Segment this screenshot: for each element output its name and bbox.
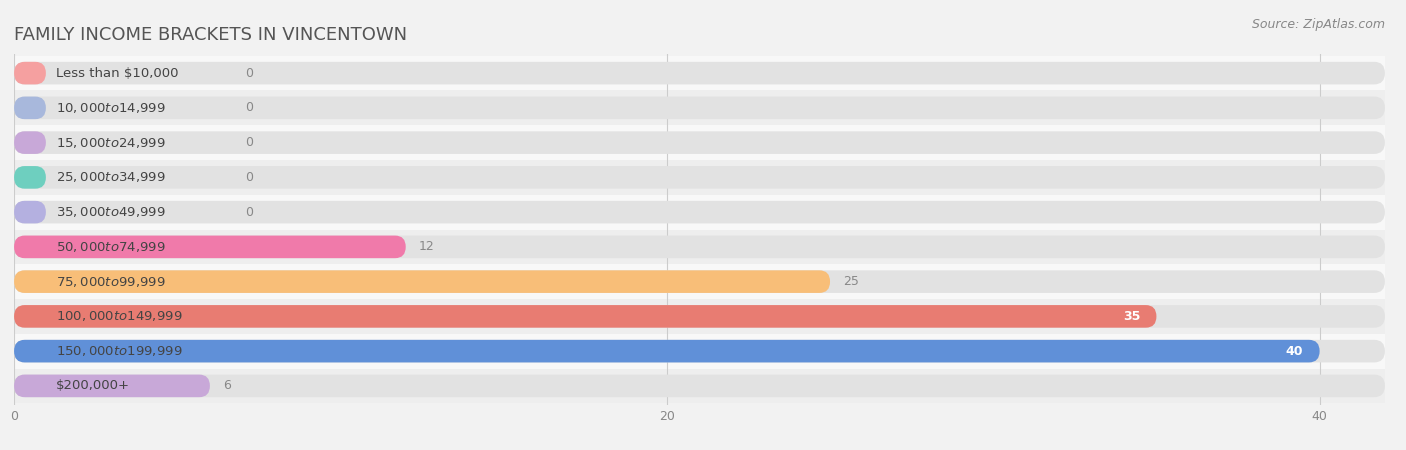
Text: 0: 0 — [245, 206, 253, 219]
FancyBboxPatch shape — [14, 131, 1385, 154]
Text: 12: 12 — [419, 240, 434, 253]
Bar — [14, 90, 1385, 125]
Text: $15,000 to $24,999: $15,000 to $24,999 — [56, 135, 166, 149]
FancyBboxPatch shape — [14, 270, 1385, 293]
Text: FAMILY INCOME BRACKETS IN VINCENTOWN: FAMILY INCOME BRACKETS IN VINCENTOWN — [14, 26, 408, 44]
FancyBboxPatch shape — [14, 340, 1320, 362]
Text: 0: 0 — [245, 171, 253, 184]
Bar — [14, 264, 1385, 299]
FancyBboxPatch shape — [14, 166, 1385, 189]
Bar — [14, 334, 1385, 369]
Text: 0: 0 — [245, 67, 253, 80]
Bar — [14, 56, 1385, 90]
FancyBboxPatch shape — [14, 270, 830, 293]
FancyBboxPatch shape — [14, 97, 1385, 119]
Bar — [14, 299, 1385, 334]
FancyBboxPatch shape — [14, 201, 1385, 223]
Bar — [14, 160, 1385, 195]
Bar — [14, 369, 1385, 403]
FancyBboxPatch shape — [14, 62, 1385, 85]
FancyBboxPatch shape — [14, 201, 46, 223]
FancyBboxPatch shape — [14, 131, 46, 154]
Text: $150,000 to $199,999: $150,000 to $199,999 — [56, 344, 183, 358]
Text: 40: 40 — [1286, 345, 1303, 358]
Text: 25: 25 — [844, 275, 859, 288]
Text: $10,000 to $14,999: $10,000 to $14,999 — [56, 101, 166, 115]
Text: $200,000+: $200,000+ — [56, 379, 129, 392]
Text: 0: 0 — [245, 136, 253, 149]
Text: $35,000 to $49,999: $35,000 to $49,999 — [56, 205, 166, 219]
Bar — [14, 125, 1385, 160]
FancyBboxPatch shape — [14, 97, 46, 119]
FancyBboxPatch shape — [14, 236, 406, 258]
FancyBboxPatch shape — [14, 62, 46, 85]
Text: $100,000 to $149,999: $100,000 to $149,999 — [56, 310, 183, 324]
FancyBboxPatch shape — [14, 236, 1385, 258]
Text: 6: 6 — [224, 379, 231, 392]
FancyBboxPatch shape — [14, 374, 209, 397]
Text: 35: 35 — [1123, 310, 1140, 323]
Bar — [14, 195, 1385, 230]
Text: Source: ZipAtlas.com: Source: ZipAtlas.com — [1251, 18, 1385, 31]
FancyBboxPatch shape — [14, 374, 1385, 397]
Text: $50,000 to $74,999: $50,000 to $74,999 — [56, 240, 166, 254]
Text: Less than $10,000: Less than $10,000 — [56, 67, 179, 80]
Bar — [14, 230, 1385, 264]
Text: $25,000 to $34,999: $25,000 to $34,999 — [56, 171, 166, 184]
Text: $75,000 to $99,999: $75,000 to $99,999 — [56, 274, 166, 288]
FancyBboxPatch shape — [14, 305, 1156, 328]
FancyBboxPatch shape — [14, 305, 1385, 328]
FancyBboxPatch shape — [14, 340, 1385, 362]
FancyBboxPatch shape — [14, 166, 46, 189]
Text: 0: 0 — [245, 101, 253, 114]
